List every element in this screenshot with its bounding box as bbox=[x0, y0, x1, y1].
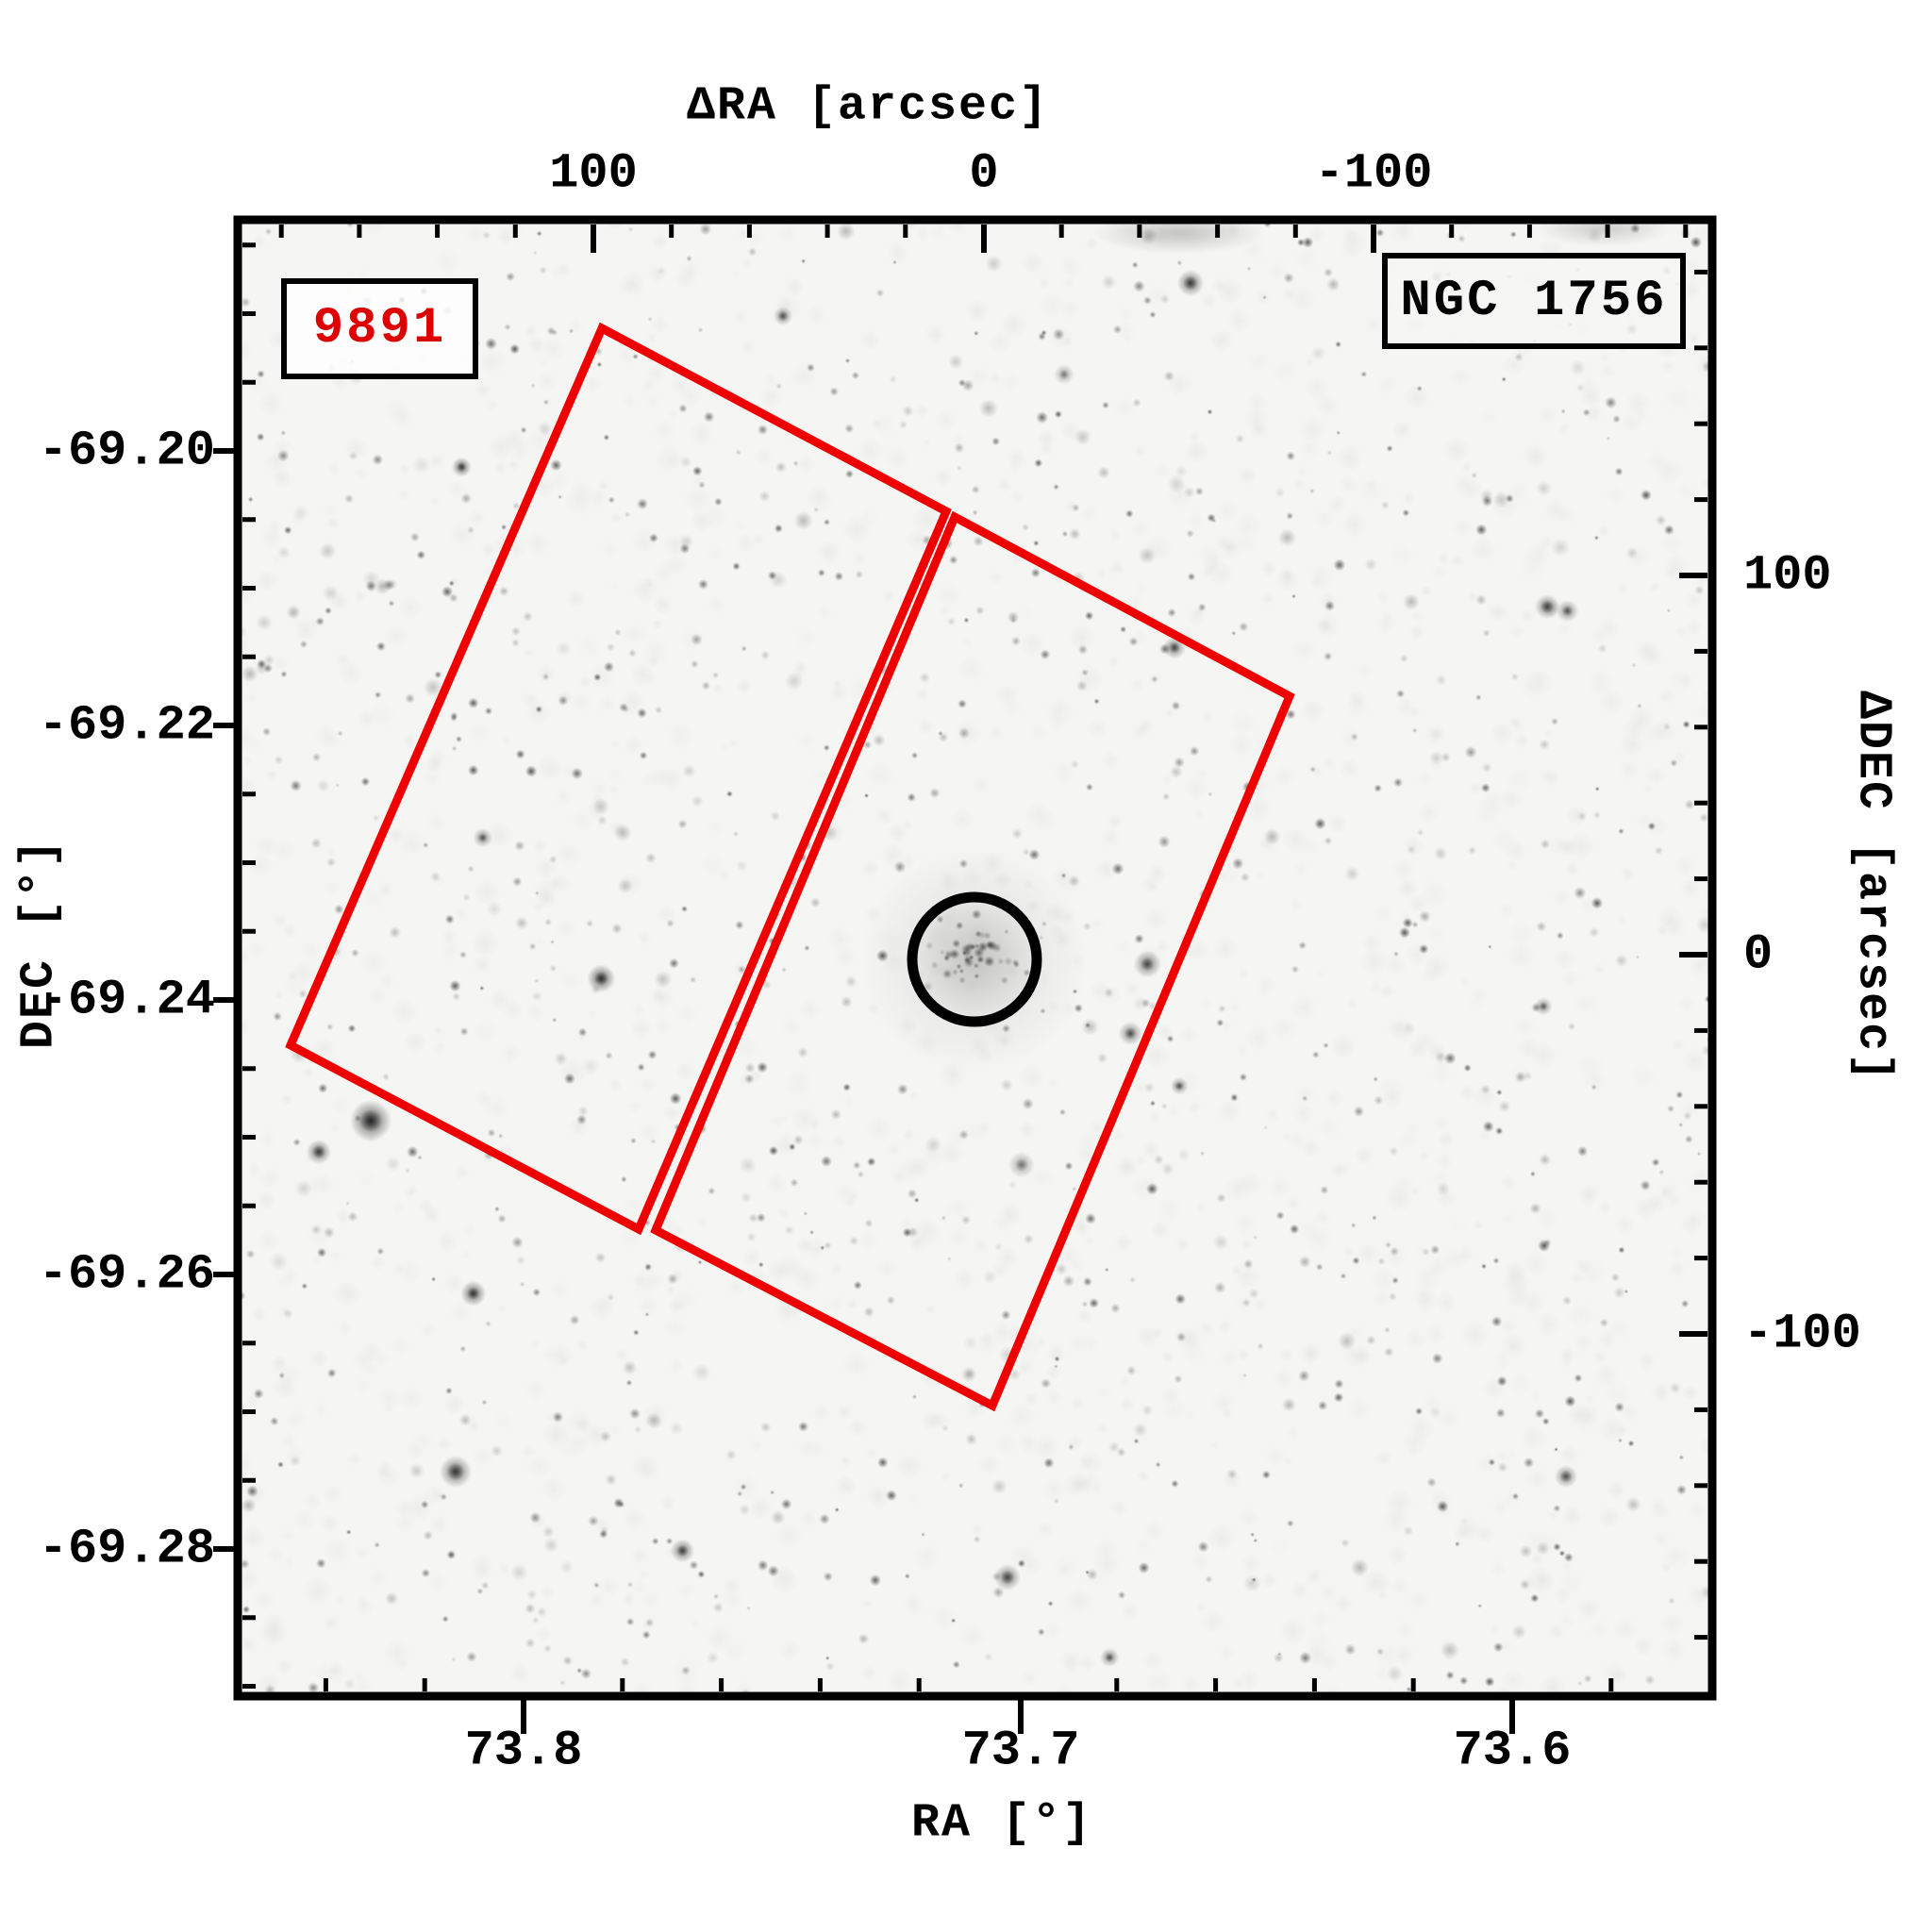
proposal-id-box: 9891 bbox=[281, 278, 478, 379]
right-tick-label: 0 bbox=[1743, 926, 1774, 983]
left-tick-label: -69.28 bbox=[38, 1521, 215, 1577]
target-name-box: NGC 1756 bbox=[1382, 253, 1686, 349]
right-tick-label: -100 bbox=[1743, 1306, 1861, 1362]
target-name-label: NGC 1756 bbox=[1400, 272, 1668, 330]
proposal-id-label: 9891 bbox=[312, 300, 447, 358]
star-field-image bbox=[238, 220, 1712, 1696]
bottom-tick-label: 73.7 bbox=[961, 1723, 1080, 1779]
top-tick-label: 100 bbox=[549, 145, 638, 202]
top-tick-label: -100 bbox=[1314, 145, 1433, 202]
bottom-tick-label: 73.6 bbox=[1453, 1723, 1572, 1779]
right-axis-title: ΔDEC [arcsec] bbox=[1845, 690, 1900, 1084]
left-tick-label: -69.20 bbox=[38, 423, 215, 479]
top-tick-label: 0 bbox=[969, 145, 999, 202]
top-axis-title: ΔRA [arcsec] bbox=[686, 79, 1050, 134]
bottom-tick-label: 73.8 bbox=[464, 1723, 583, 1779]
left-tick-label: -69.22 bbox=[38, 697, 215, 754]
left-tick-label: -69.26 bbox=[38, 1246, 215, 1303]
bottom-axis-title: RA [°] bbox=[910, 1796, 1093, 1851]
right-tick-label: 100 bbox=[1743, 547, 1832, 604]
left-tick-label: -69.24 bbox=[38, 972, 215, 1028]
